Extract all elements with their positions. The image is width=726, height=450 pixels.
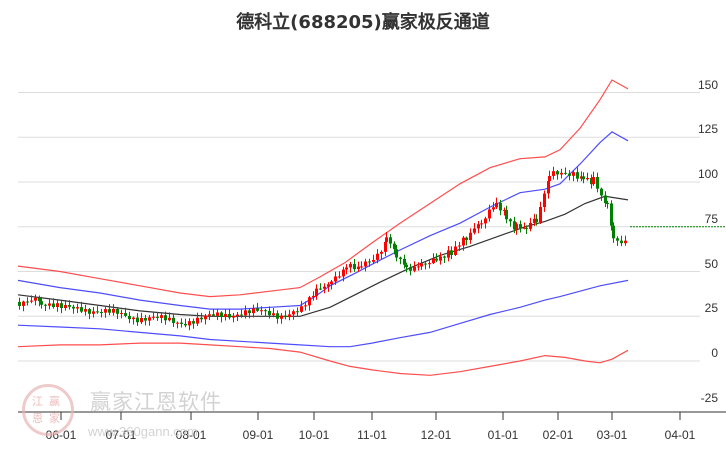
- y-tick-label: 75: [704, 211, 718, 226]
- lower_inner-line: [17, 279, 629, 348]
- watermark-logo: 江 赢 恩 家: [22, 384, 74, 436]
- chart-title: 德科立(688205)赢家极反通道: [236, 12, 490, 33]
- channel-lines: [17, 79, 629, 376]
- y-tick-label: 25: [704, 301, 718, 316]
- x-tick-label: 07-01: [105, 428, 137, 442]
- candlesticks: [18, 166, 627, 331]
- x-tick-label: 01-01: [487, 428, 519, 442]
- x-tick-label: 04-01: [664, 428, 696, 442]
- y-tick-label: 50: [704, 256, 718, 271]
- x-tick-label: 12-01: [420, 428, 452, 442]
- lower_outer-line: [17, 342, 629, 376]
- x-tick-label: 09-01: [242, 428, 274, 442]
- x-tick-label: 10-01: [298, 428, 330, 442]
- x-tick-label: 11-01: [357, 428, 387, 442]
- upper_inner-line: [17, 131, 629, 310]
- x-tick-label: 02-01: [542, 428, 574, 442]
- y-tick-label: 0: [711, 346, 718, 360]
- y-tick-label: 125: [697, 122, 718, 137]
- y-tick-label: 150: [697, 77, 718, 92]
- y-tick-label: -25: [700, 390, 718, 405]
- y-tick-label: 100: [697, 167, 718, 181]
- x-axis-ticks: [60, 412, 681, 420]
- upper_outer-line: [17, 79, 629, 298]
- x-tick-label: 08-01: [175, 428, 207, 442]
- watermark-url: www.360gann.com: [88, 424, 198, 439]
- watermark-brand: 赢家江恩软件: [90, 390, 222, 414]
- middle-line: [17, 195, 629, 317]
- grid-lines: [18, 92, 700, 362]
- x-tick-label: 03-01: [596, 428, 628, 442]
